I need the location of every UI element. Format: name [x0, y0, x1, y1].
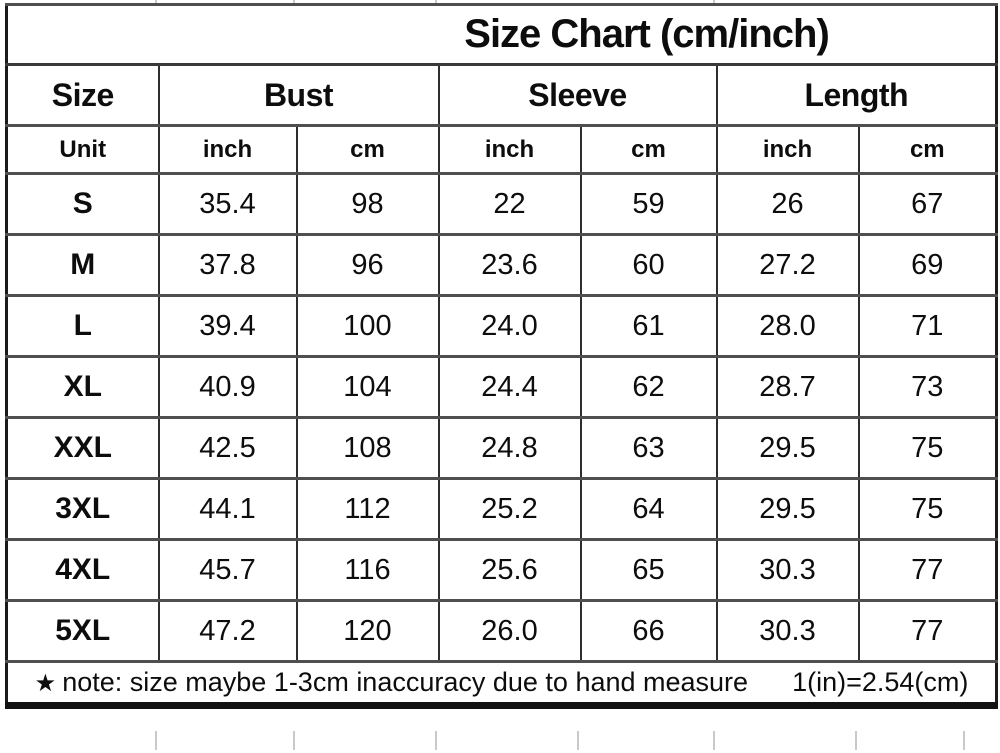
size-table-body: S 35.4 98 22 59 26 67 M 37.8 96 23.6 60 27.2 69 L 39.4 1… — [5, 172, 998, 663]
size-chart-table: Size Chart (cm/inch) Size Bust Sleeve Le… — [5, 3, 999, 709]
value-cell: 77 — [857, 599, 998, 663]
value-cell: 63 — [579, 416, 718, 480]
table-row: 3XL 44.1 112 25.2 64 29.5 75 — [5, 477, 998, 541]
value-cell: 65 — [579, 538, 718, 602]
value-cell: 47.2 — [157, 599, 298, 663]
value-cell: 71 — [857, 294, 998, 358]
cropped-gridline — [155, 731, 157, 750]
star-icon: ★ — [34, 670, 57, 697]
value-cell: 26.0 — [437, 599, 582, 663]
value-cell: 45.7 — [157, 538, 298, 602]
unit-cell: cm — [857, 124, 998, 175]
cropped-gridline — [713, 731, 715, 750]
value-cell: 26 — [715, 172, 860, 236]
value-cell: 73 — [857, 355, 998, 419]
value-cell: 112 — [295, 477, 440, 541]
value-cell: 39.4 — [157, 294, 298, 358]
cropped-gridline — [435, 731, 437, 750]
size-cell: S — [5, 172, 160, 236]
value-cell: 28.0 — [715, 294, 860, 358]
value-cell: 29.5 — [715, 416, 860, 480]
cropped-gridline — [577, 731, 579, 750]
cropped-gridline — [435, 0, 437, 3]
value-cell: 37.8 — [157, 233, 298, 297]
table-row: XXL 42.5 108 24.8 63 29.5 75 — [5, 416, 998, 480]
value-cell: 104 — [295, 355, 440, 419]
size-cell: M — [5, 233, 160, 297]
value-cell: 30.3 — [715, 599, 860, 663]
unit-row: Unit inch cm inch cm inch cm — [5, 124, 998, 175]
column-header-size: Size — [5, 63, 160, 127]
cropped-gridline — [293, 0, 295, 3]
value-cell: 24.8 — [437, 416, 582, 480]
size-cell: XXL — [5, 416, 160, 480]
column-header-sleeve: Sleeve — [437, 63, 718, 127]
conversion-text: 1(in)=2.54(cm) — [792, 667, 969, 697]
value-cell: 98 — [295, 172, 440, 236]
value-cell: 67 — [857, 172, 998, 236]
size-cell: 4XL — [5, 538, 160, 602]
unit-cell: inch — [715, 124, 860, 175]
size-cell: 5XL — [5, 599, 160, 663]
note-row: ★ note: size maybe 1-3cm inaccuracy due t… — [5, 660, 998, 706]
unit-cell: inch — [157, 124, 298, 175]
size-cell: XL — [5, 355, 160, 419]
table-row: L 39.4 100 24.0 61 28.0 71 — [5, 294, 998, 358]
note: ★ note: size maybe 1-3cm inaccuracy due t… — [9, 667, 995, 698]
table-row: S 35.4 98 22 59 26 67 — [5, 172, 998, 236]
value-cell: 75 — [857, 477, 998, 541]
value-cell: 116 — [295, 538, 440, 602]
note-text: ★ note: size maybe 1-3cm inaccuracy due t… — [35, 667, 748, 698]
value-cell: 108 — [295, 416, 440, 480]
unit-cell: cm — [295, 124, 440, 175]
value-cell: 64 — [579, 477, 718, 541]
value-cell: 25.2 — [437, 477, 582, 541]
value-cell: 24.4 — [437, 355, 582, 419]
value-cell: 42.5 — [157, 416, 298, 480]
cropped-gridline — [855, 731, 857, 750]
value-cell: 96 — [295, 233, 440, 297]
page-title: Size Chart (cm/inch) — [5, 3, 998, 66]
value-cell: 22 — [437, 172, 582, 236]
value-cell: 24.0 — [437, 294, 582, 358]
value-cell: 60 — [579, 233, 718, 297]
unit-cell: inch — [437, 124, 582, 175]
value-cell: 61 — [579, 294, 718, 358]
value-cell: 23.6 — [437, 233, 582, 297]
value-cell: 29.5 — [715, 477, 860, 541]
value-cell: 75 — [857, 416, 998, 480]
table-row: M 37.8 96 23.6 60 27.2 69 — [5, 233, 998, 297]
value-cell: 59 — [579, 172, 718, 236]
value-cell: 25.6 — [437, 538, 582, 602]
value-cell: 100 — [295, 294, 440, 358]
value-cell: 30.3 — [715, 538, 860, 602]
value-cell: 77 — [857, 538, 998, 602]
cropped-gridline — [155, 0, 157, 3]
cropped-gridline — [713, 0, 715, 3]
unit-cell: cm — [579, 124, 718, 175]
table-row: 4XL 45.7 116 25.6 65 30.3 77 — [5, 538, 998, 602]
value-cell: 66 — [579, 599, 718, 663]
value-cell: 44.1 — [157, 477, 298, 541]
size-cell: 3XL — [5, 477, 160, 541]
value-cell: 62 — [579, 355, 718, 419]
table-row: XL 40.9 104 24.4 62 28.7 73 — [5, 355, 998, 419]
note-text-label: note: size maybe 1-3cm inaccuracy due to… — [62, 667, 749, 697]
column-group-row: Size Bust Sleeve Length — [5, 63, 998, 127]
unit-label-cell: Unit — [5, 124, 160, 175]
value-cell: 28.7 — [715, 355, 860, 419]
value-cell: 27.2 — [715, 233, 860, 297]
column-header-bust: Bust — [157, 63, 440, 127]
value-cell: 120 — [295, 599, 440, 663]
size-cell: L — [5, 294, 160, 358]
column-header-length: Length — [715, 63, 998, 127]
value-cell: 40.9 — [157, 355, 298, 419]
cropped-gridline — [963, 731, 965, 750]
value-cell: 69 — [857, 233, 998, 297]
cropped-gridline — [293, 731, 295, 750]
title-row: Size Chart (cm/inch) — [5, 3, 998, 66]
value-cell: 35.4 — [157, 172, 298, 236]
table-row: 5XL 47.2 120 26.0 66 30.3 77 — [5, 599, 998, 663]
